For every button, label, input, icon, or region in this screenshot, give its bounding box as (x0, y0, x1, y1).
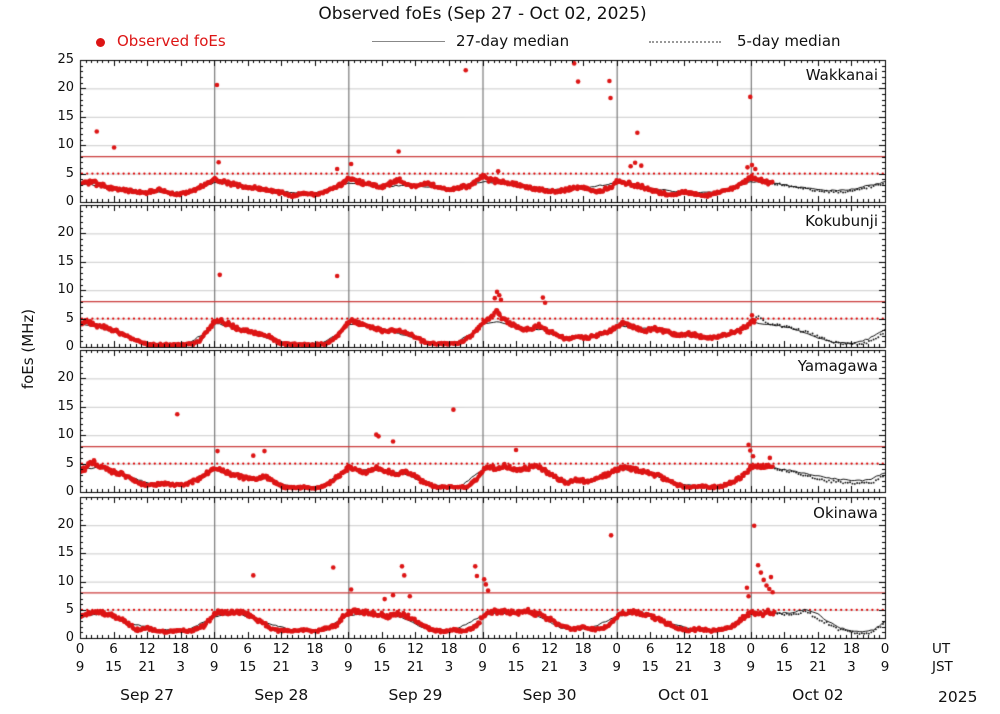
y-tick-label: 10 (57, 282, 74, 298)
x-tick-label-jst: 21 (809, 659, 827, 675)
y-tick-label: 15 (57, 545, 74, 561)
y-tick-label: 10 (57, 573, 74, 589)
x-tick-label-ut: 0 (344, 641, 353, 657)
x-tick-label-ut: 0 (75, 641, 85, 657)
y-tick-label: 25 (57, 52, 74, 67)
x-tick-label-jst: 21 (540, 659, 559, 675)
x-tick-label-jst: 9 (478, 659, 487, 675)
y-tick-label: 0 (65, 630, 74, 645)
ut-row-label: UT (932, 641, 951, 657)
x-tick-label-jst: 9 (344, 659, 353, 675)
day-label: Sep 27 (120, 686, 175, 704)
x-tick-label-jst: 3 (310, 659, 320, 675)
chart-title: Observed foEs (Sep 27 - Oct 02, 2025) (318, 4, 647, 24)
panel-label-okinawa: Okinawa (813, 504, 878, 522)
y-tick-label: 5 (65, 310, 74, 326)
x-tick-label-jst: 15 (373, 659, 391, 675)
legend-median5-label: 5-day median (737, 32, 841, 50)
y-tick-label: 20 (57, 517, 74, 533)
x-tick-label-ut: 18 (306, 641, 324, 657)
legend-observed-dot-icon (96, 38, 105, 47)
y-tick-label: 15 (57, 108, 74, 124)
x-tick-label-jst: 9 (880, 659, 890, 675)
legend-median5-line-icon (649, 41, 721, 43)
x-tick-label-ut: 12 (138, 641, 156, 657)
x-tick-label-jst: 21 (675, 659, 693, 675)
legend-median27-line-icon (372, 41, 445, 42)
day-label: Oct 01 (658, 686, 710, 704)
x-tick-label-ut: 12 (406, 641, 424, 657)
x-tick-label-jst: 3 (712, 659, 722, 675)
x-tick-label-ut: 0 (612, 641, 621, 657)
y-tick-label: 20 (57, 80, 74, 96)
y-tick-label: 15 (57, 398, 74, 414)
y-axis-label: foEs (MHz) (19, 308, 37, 390)
panel-label-yamagawa: Yamagawa (797, 357, 878, 375)
day-label: Sep 29 (388, 686, 443, 704)
x-tick-label-ut: 18 (440, 641, 458, 657)
panel-label-kokubunji: Kokubunji (805, 212, 878, 230)
x-tick-label-ut: 0 (880, 641, 890, 657)
y-tick-label: 0 (65, 484, 74, 499)
x-tick-label-jst: 15 (775, 659, 793, 675)
x-tick-label-ut: 18 (172, 641, 190, 657)
day-label: Oct 02 (792, 686, 844, 704)
x-tick-label-jst: 21 (406, 659, 424, 675)
y-tick-label: 5 (65, 455, 74, 471)
x-tick-label-ut: 6 (109, 641, 118, 657)
x-tick-label-ut: 0 (209, 641, 219, 657)
x-tick-label-jst: 9 (209, 659, 219, 675)
x-tick-label-jst: 15 (507, 659, 525, 675)
x-tick-label-jst: 21 (272, 659, 290, 675)
y-tick-label: 10 (57, 137, 74, 153)
x-tick-label-ut: 6 (780, 641, 789, 657)
legend-observed-label: Observed foEs (117, 32, 226, 50)
y-tick-label: 0 (65, 339, 74, 354)
day-label: Sep 30 (522, 686, 577, 704)
x-tick-label-jst: 3 (176, 659, 185, 675)
x-tick-label-ut: 18 (708, 641, 726, 657)
x-tick-label-ut: 18 (574, 641, 592, 657)
y-tick-label: 15 (57, 253, 74, 269)
x-tick-label-jst: 15 (104, 659, 123, 675)
x-tick-label-ut: 6 (243, 641, 252, 657)
x-tick-label-ut: 12 (675, 641, 693, 657)
y-tick-label: 5 (65, 165, 74, 181)
x-tick-label-jst: 9 (75, 659, 85, 675)
x-tick-label-jst: 15 (641, 659, 659, 675)
x-tick-label-ut: 18 (842, 641, 861, 657)
x-tick-label-jst: 3 (578, 659, 588, 675)
jst-row-label: JST (932, 659, 953, 675)
y-tick-label: 10 (57, 427, 74, 443)
y-tick-label: 0 (65, 194, 74, 209)
day-label: Sep 28 (254, 686, 309, 704)
x-tick-label-jst: 3 (444, 659, 454, 675)
x-tick-label-jst: 3 (847, 659, 856, 675)
x-tick-label-ut: 12 (809, 641, 827, 657)
x-tick-label-ut: 0 (746, 641, 756, 657)
x-tick-label-ut: 6 (645, 641, 655, 657)
x-tick-label-jst: 9 (746, 659, 756, 675)
panel-label-wakkanai: Wakkanai (805, 66, 878, 84)
y-tick-label: 20 (57, 225, 74, 241)
x-tick-label-jst: 9 (612, 659, 621, 675)
x-tick-label-ut: 0 (478, 641, 487, 657)
x-tick-label-ut: 6 (511, 641, 521, 657)
legend-median27-label: 27-day median (456, 32, 570, 50)
x-tick-label-jst: 15 (239, 659, 257, 675)
year-label: 2025 (938, 688, 978, 706)
x-tick-label-ut: 12 (540, 641, 559, 657)
x-tick-label-ut: 12 (272, 641, 290, 657)
x-tick-label-jst: 21 (138, 659, 156, 675)
y-tick-label: 5 (65, 601, 74, 617)
x-tick-label-ut: 6 (377, 641, 387, 657)
y-tick-label: 20 (57, 370, 74, 386)
